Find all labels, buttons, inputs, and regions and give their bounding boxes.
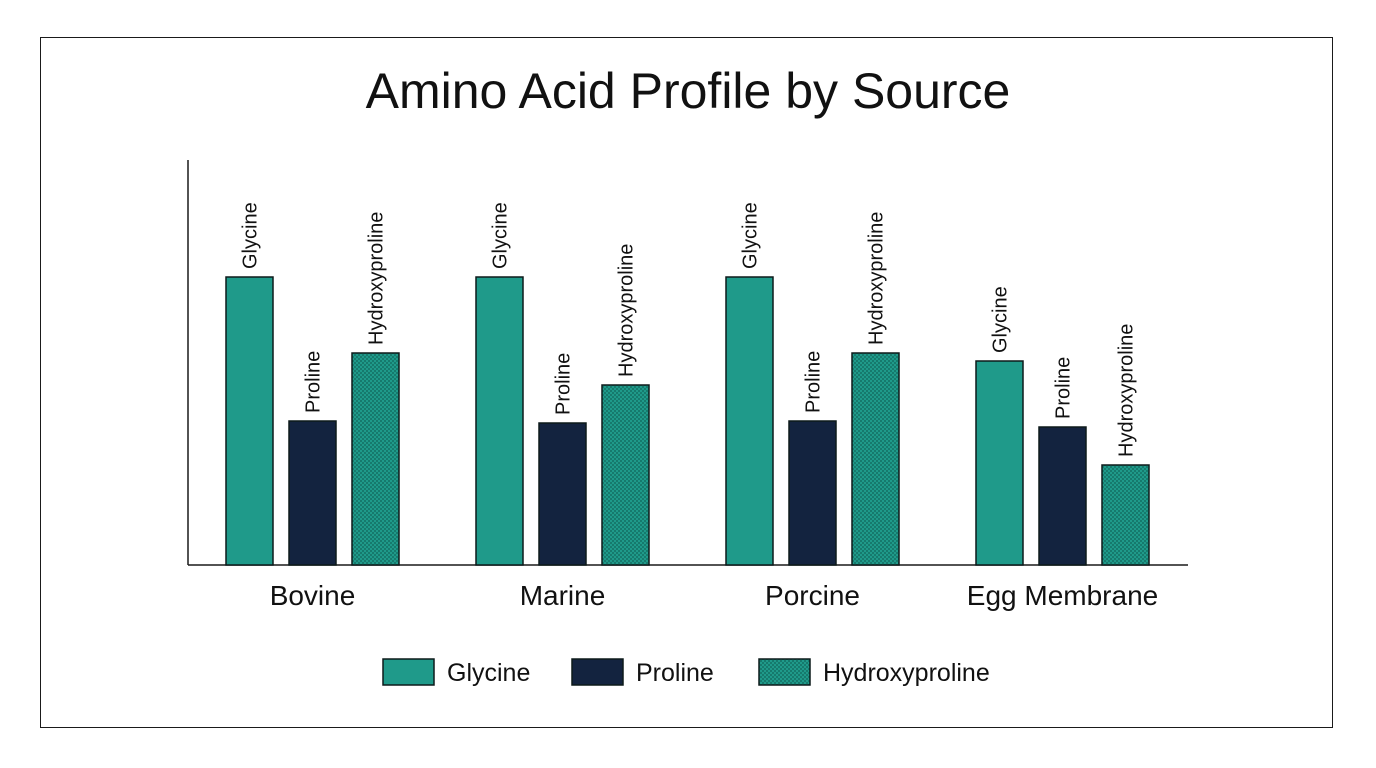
chart-title: Amino Acid Profile by Source (365, 63, 1011, 119)
legend-label-hydroxyproline: Hydroxyproline (823, 659, 990, 687)
bar-bovine-glycine (225, 276, 274, 566)
bar-label-egg-membrane-proline: Proline (1053, 357, 1075, 419)
bar-label-marine-hydroxyproline: Hydroxyproline (616, 244, 638, 377)
legend-swatch-proline (571, 658, 624, 686)
legend-label-proline: Proline (636, 659, 714, 687)
bar-label-marine-proline: Proline (553, 353, 575, 415)
bars: Glycine Proline Hydroxyproline Glycine Proli… (225, 202, 1150, 566)
bar-porcine-glycine (725, 276, 774, 566)
bar-marine-hydroxyproline (601, 384, 650, 566)
category-label-marine: Marine (520, 580, 606, 611)
legend: Glycine Proline Hydroxyproline (382, 658, 990, 687)
bar-label-marine-glycine: Glycine (490, 202, 512, 269)
legend-swatch-hydroxyproline (758, 658, 811, 686)
bar-bovine-proline (288, 420, 337, 566)
bar-bovine-hydroxyproline (351, 352, 400, 566)
bar-label-egg-membrane-hydroxyproline: Hydroxyproline (1116, 324, 1138, 457)
legend-label-glycine: Glycine (447, 659, 530, 687)
bar-porcine-proline (788, 420, 837, 566)
bar-label-bovine-hydroxyproline: Hydroxyproline (366, 212, 388, 345)
bar-marine-glycine (475, 276, 524, 566)
bar-label-bovine-proline: Proline (303, 351, 325, 413)
bar-label-porcine-glycine: Glycine (740, 202, 762, 269)
category-label-porcine: Porcine (765, 580, 860, 611)
bar-egg-membrane-hydroxyproline (1101, 464, 1150, 566)
bar-porcine-hydroxyproline (851, 352, 900, 566)
bar-marine-proline (538, 422, 587, 566)
bar-label-bovine-glycine: Glycine (240, 202, 262, 269)
bar-label-egg-membrane-glycine: Glycine (990, 286, 1012, 353)
category-labels: Bovine Marine Porcine Egg Membrane (270, 580, 1159, 611)
category-label-egg-membrane: Egg Membrane (967, 580, 1158, 611)
axes (187, 160, 1188, 566)
bar-egg-membrane-proline (1038, 426, 1087, 566)
bar-label-porcine-hydroxyproline: Hydroxyproline (866, 212, 888, 345)
bar-label-porcine-proline: Proline (803, 351, 825, 413)
category-label-bovine: Bovine (270, 580, 356, 611)
legend-swatch-glycine (382, 658, 435, 686)
bar-egg-membrane-glycine (975, 360, 1024, 566)
